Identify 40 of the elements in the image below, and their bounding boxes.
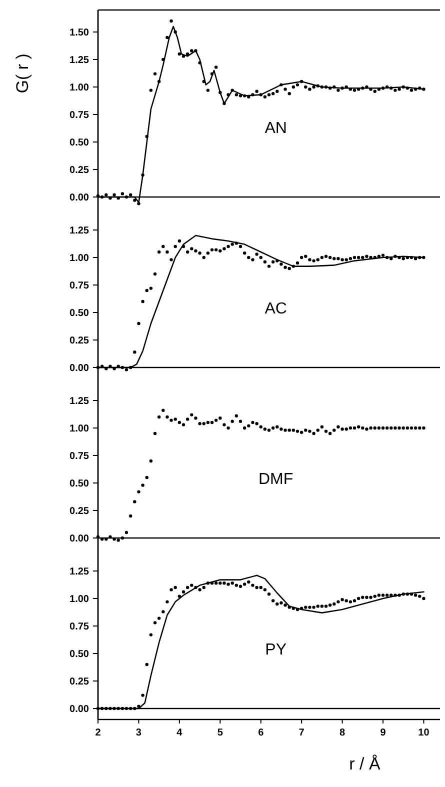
x-tick-label: 9	[380, 728, 386, 738]
y-tick-label: 0.75	[70, 451, 90, 462]
y-tick-label: 0.50	[70, 138, 90, 148]
x-tick-label: 7	[298, 728, 305, 738]
x-axis-title: r / Å	[349, 754, 382, 774]
x-tick-label: 6	[258, 728, 264, 738]
x-tick-label: 3	[136, 728, 142, 738]
y-tick-label: 0.50	[70, 308, 90, 319]
x-tick-label: 5	[217, 728, 224, 738]
annotation: AN	[264, 120, 287, 137]
annotation: DMF	[258, 471, 294, 488]
y-tick-label: 1.25	[70, 396, 90, 407]
y-tick-label: 1.00	[70, 594, 90, 605]
y-tick-label: 1.00	[70, 253, 90, 264]
y-tick-label: 1.25	[70, 226, 90, 236]
x-tick-label: 10	[418, 728, 430, 738]
y-tick-label: 0.00	[70, 704, 90, 715]
y-tick-label: 1.00	[70, 82, 90, 94]
y-tick-label: 0.25	[70, 676, 90, 688]
y-tick-label: 0.75	[70, 110, 90, 121]
y-tick-label: 0.50	[70, 649, 90, 660]
y-tick-label: 0.75	[70, 622, 90, 632]
y-tick-label: 0.00	[70, 534, 90, 544]
y-tick-label: 0.25	[70, 506, 90, 517]
annotation: PY	[265, 642, 287, 659]
y-tick-label: 1.00	[70, 424, 90, 434]
y-tick-label: 0.00	[70, 363, 90, 374]
x-tick-label: 8	[340, 728, 346, 738]
annotation: AC	[264, 300, 287, 318]
y-tick-label: 0.00	[70, 192, 90, 204]
y-tick-label: 1.25	[70, 566, 90, 578]
y-tick-label: 0.50	[70, 478, 90, 490]
y-axis-title: G( r )	[13, 54, 32, 94]
y-tick-label: 0.75	[70, 280, 90, 292]
y-tick-label: 1.50	[70, 28, 90, 38]
x-tick-label: 4	[176, 728, 183, 738]
y-tick-label: 0.25	[70, 165, 90, 176]
y-tick-label: 1.25	[70, 55, 90, 66]
x-tick-label: 2	[95, 728, 102, 738]
y-tick-label: 0.25	[70, 336, 90, 346]
